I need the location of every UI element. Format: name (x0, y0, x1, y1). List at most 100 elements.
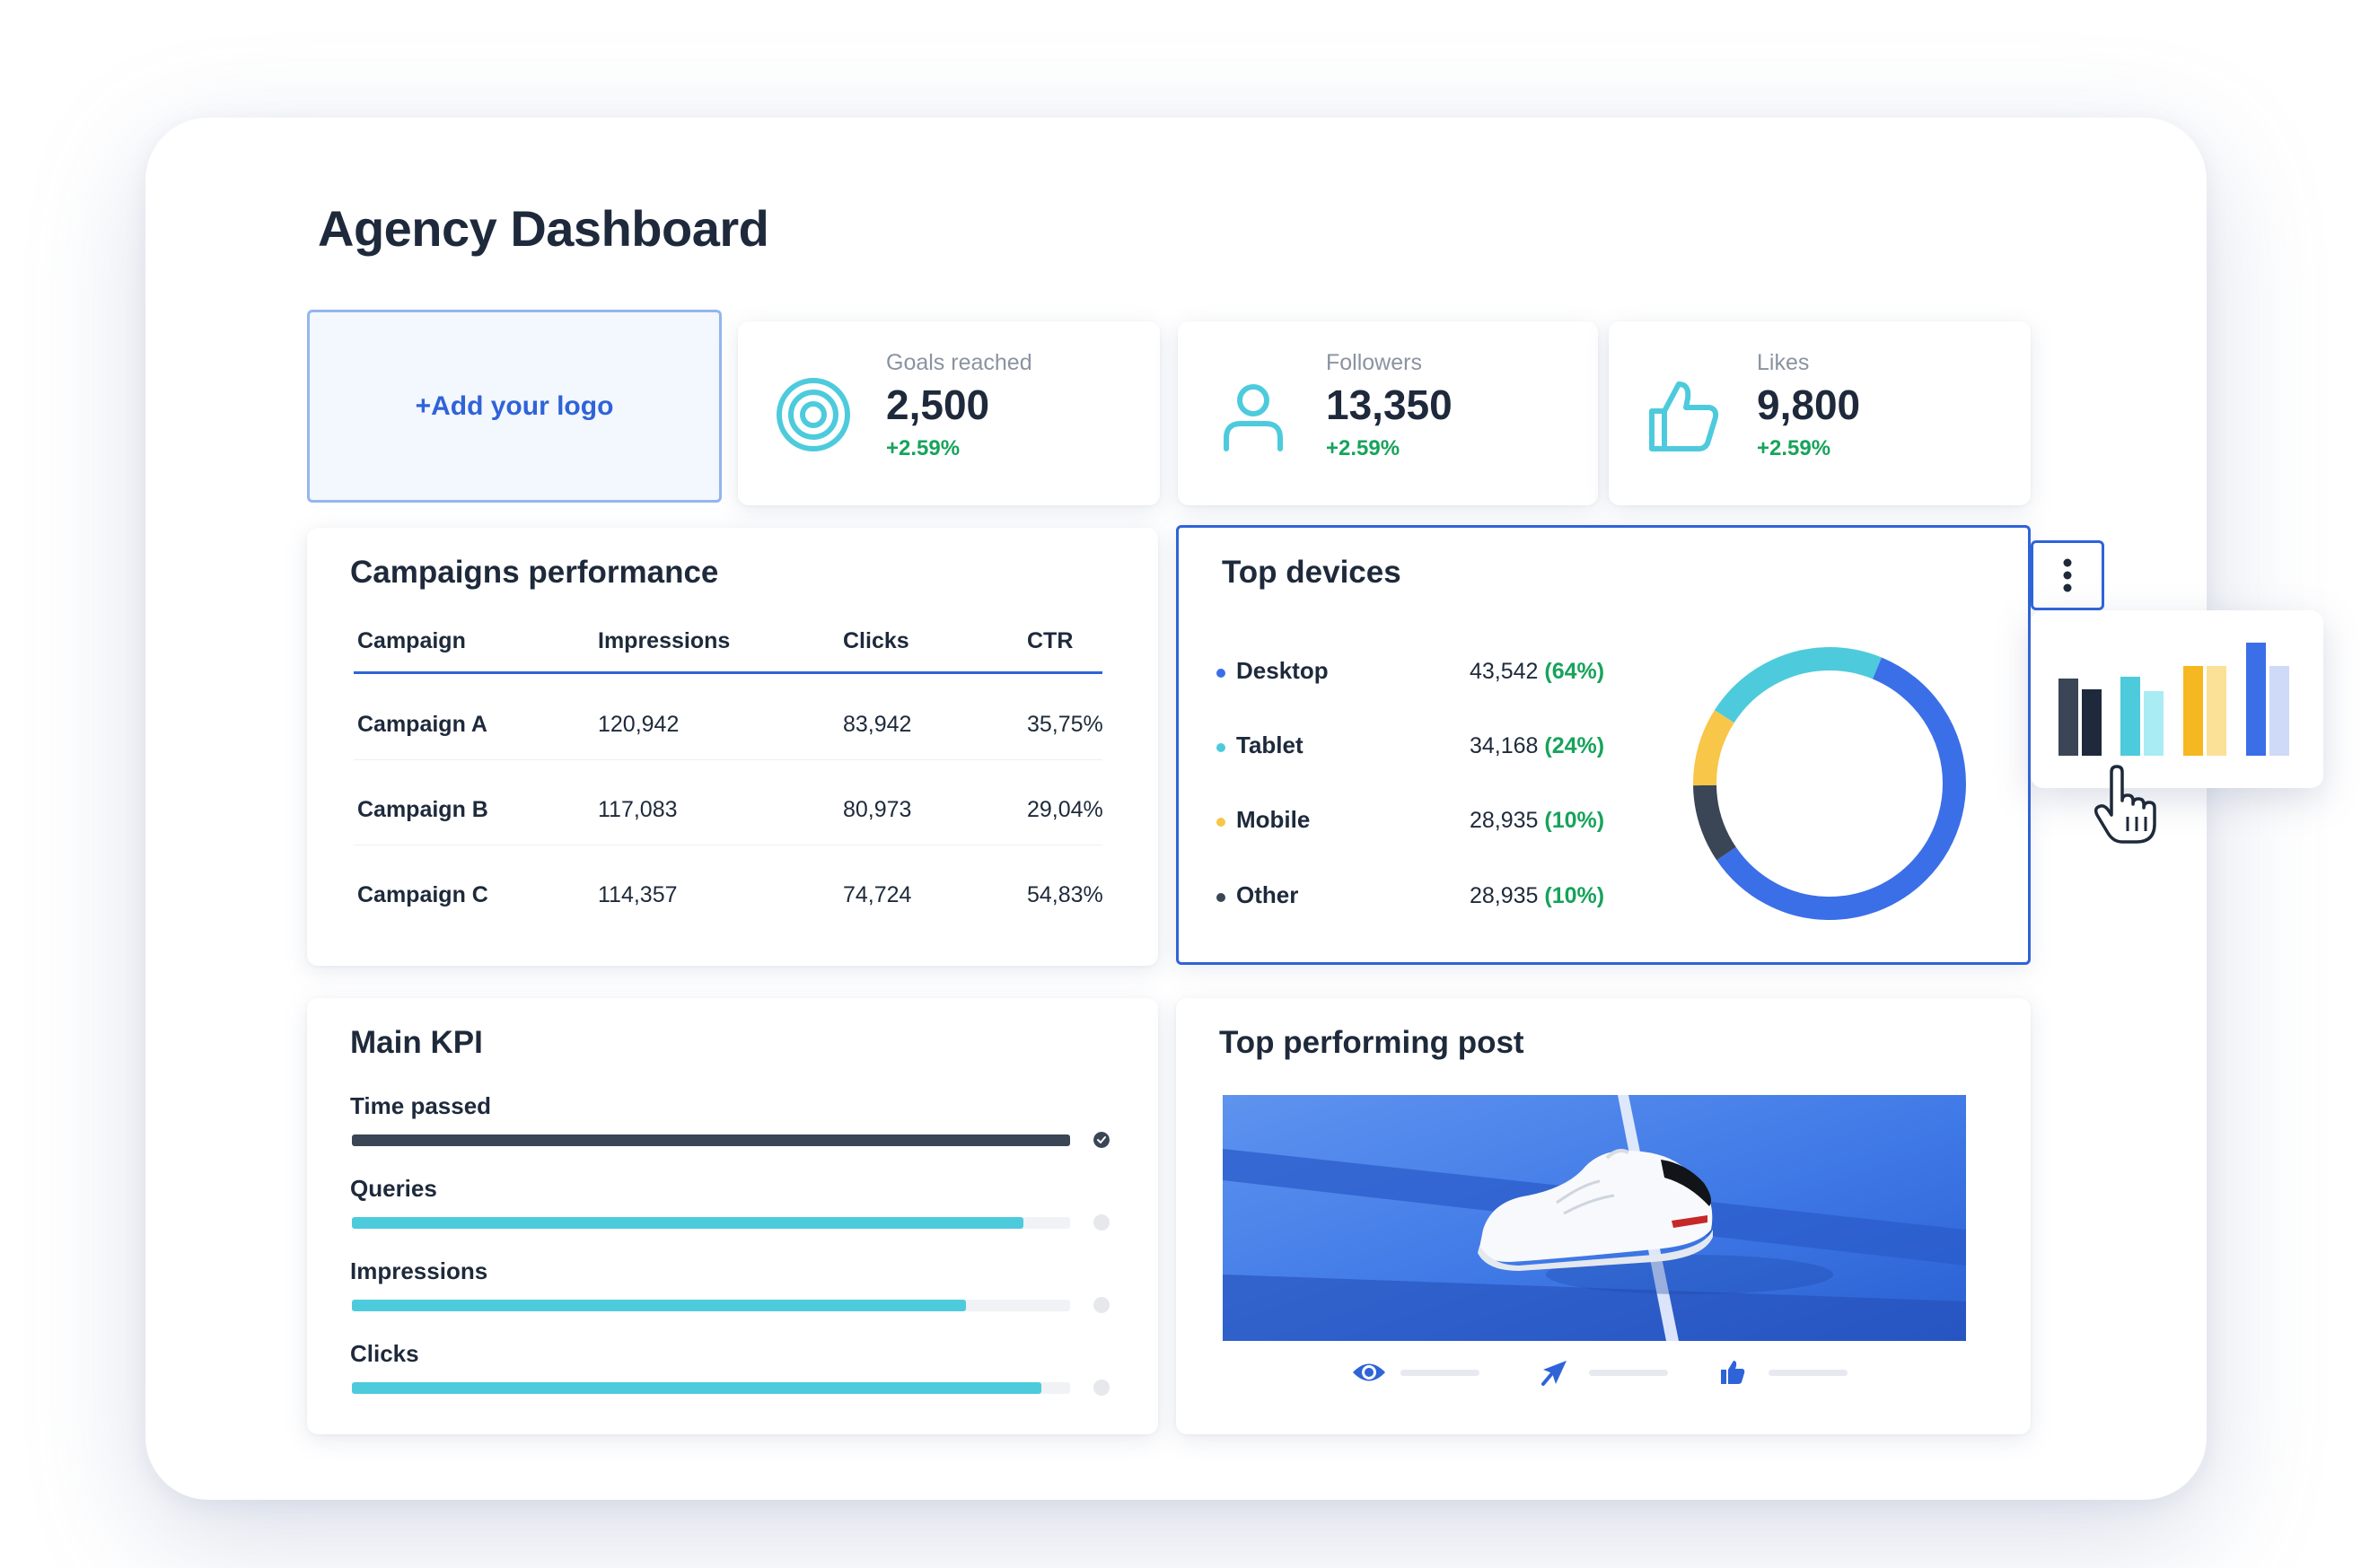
kpi-progress-clicks: Clicks (350, 1340, 1122, 1403)
views-stat (1351, 1357, 1479, 1388)
device-row-desktop: Desktop 43,542 (64%) (1216, 653, 1620, 689)
kpi-progress-queries: Queries (350, 1175, 1122, 1238)
chart-type-popout[interactable] (2031, 610, 2323, 788)
share-icon (1541, 1361, 1567, 1386)
post-stats (1351, 1357, 1890, 1388)
cell-impressions: 117,083 (598, 797, 678, 822)
main-kpi-title: Main KPI (350, 1025, 483, 1060)
column-header[interactable]: CTR (1027, 628, 1074, 653)
device-row-mobile: Mobile 28,935 (10%) (1216, 802, 1620, 838)
kpi-card-followers: Followers 13,350 +2.59% (1178, 321, 1598, 505)
kpi-progress-impressions: Impressions (350, 1257, 1122, 1320)
column-header[interactable]: Impressions (598, 628, 731, 653)
views-bar (1400, 1370, 1479, 1376)
kpi-value: 2,500 (886, 381, 990, 428)
legend-dot (1216, 669, 1225, 678)
column-header[interactable]: Campaign (357, 628, 466, 653)
add-logo-button[interactable]: +Add your logo (307, 310, 722, 503)
donut-slice-desktop[interactable] (1693, 647, 1966, 920)
kpi-label: Likes (1757, 350, 1810, 375)
kpi-value: 9,800 (1757, 381, 1861, 428)
cell-clicks: 74,724 (843, 882, 912, 907)
legend-dot (1216, 743, 1225, 752)
progress-label: Impressions (350, 1257, 488, 1284)
kpi-label: Goals reached (886, 350, 1032, 375)
bar-chart-icon (2058, 643, 2289, 756)
kpi-progress-time-passed: Time passed (350, 1092, 1122, 1155)
more-options-button[interactable] (2031, 540, 2104, 610)
devices-title: Top devices (1222, 555, 1401, 590)
table-row[interactable]: Campaign C 114,357 74,724 54,83% (354, 845, 1103, 930)
device-row-other: Other 28,935 (10%) (1216, 878, 1620, 914)
cell-impressions: 120,942 (598, 712, 680, 737)
thumbs-up-icon (1649, 381, 1719, 451)
pending-dot (1093, 1297, 1110, 1313)
cell-campaign: Campaign C (357, 882, 488, 907)
donut-slice-mobile[interactable] (1693, 647, 1966, 920)
donut-slice-tablet[interactable] (1693, 647, 1966, 920)
pending-dot (1093, 1380, 1110, 1396)
progress-track (352, 1300, 1070, 1311)
kpi-change: +2.59% (1326, 436, 1400, 460)
legend-dot (1216, 818, 1225, 827)
progress-label: Queries (350, 1175, 437, 1202)
device-name: Tablet (1236, 731, 1304, 758)
devices-donut-chart[interactable] (1681, 635, 1978, 932)
post-image[interactable] (1223, 1095, 1966, 1341)
device-row-tablet: Tablet 34,168 (24%) (1216, 728, 1620, 764)
device-value: 43,542 (64%) (1470, 659, 1605, 684)
device-value: 34,168 (24%) (1470, 733, 1605, 758)
column-header[interactable]: Clicks (843, 628, 909, 653)
table-header-divider (354, 671, 1102, 674)
shares-bar (1589, 1370, 1668, 1376)
kpi-change: +2.59% (886, 436, 961, 460)
kpi-change: +2.59% (1757, 436, 1831, 460)
cell-campaign: Campaign A (357, 712, 487, 737)
progress-track (352, 1217, 1070, 1229)
cell-clicks: 80,973 (843, 797, 912, 822)
cell-campaign: Campaign B (357, 797, 488, 822)
cell-ctr: 35,75% (1027, 712, 1103, 737)
cell-clicks: 83,942 (843, 712, 912, 737)
cell-impressions: 114,357 (598, 882, 678, 907)
device-value: 28,935 (10%) (1470, 808, 1605, 833)
top-post-title: Top performing post (1219, 1025, 1524, 1060)
table-row[interactable]: Campaign A 120,942 83,942 35,75% (354, 674, 1103, 760)
campaigns-title: Campaigns performance (350, 555, 719, 590)
table-row[interactable]: Campaign B 117,083 80,973 29,04% (354, 759, 1103, 845)
cell-ctr: 54,83% (1027, 882, 1103, 907)
user-icon (1224, 384, 1283, 451)
main-kpi-card: Main KPI Time passed Queries Impressions… (307, 998, 1158, 1434)
top-devices-card[interactable]: Top devices Desktop 43,542 (64%) Tablet … (1176, 525, 2031, 965)
progress-label: Time passed (350, 1092, 492, 1119)
target-icon (777, 378, 850, 451)
shares-stat (1540, 1357, 1668, 1388)
device-name: Desktop (1236, 657, 1329, 684)
progress-fill (352, 1300, 966, 1311)
campaigns-card: Campaigns performance Campaign Impressio… (307, 528, 1158, 966)
device-name: Mobile (1236, 806, 1311, 833)
likes-stat (1719, 1357, 1848, 1388)
progress-label: Clicks (350, 1340, 419, 1367)
progress-fill (352, 1134, 1070, 1146)
progress-fill (352, 1217, 1023, 1229)
device-name: Other (1236, 881, 1299, 908)
sneaker-photo (1223, 1095, 1966, 1341)
hand-cursor-icon (2094, 765, 2156, 844)
top-post-card: Top performing post (1176, 998, 2031, 1434)
pending-dot (1093, 1214, 1110, 1231)
progress-track (352, 1382, 1070, 1394)
cell-ctr: 29,04% (1027, 797, 1103, 822)
kpi-card-likes: Likes 9,800 +2.59% (1609, 321, 2031, 505)
add-logo-label: +Add your logo (415, 390, 614, 421)
eye-icon (1353, 1363, 1385, 1381)
device-value: 28,935 (10%) (1470, 883, 1605, 908)
kpi-label: Followers (1326, 350, 1422, 375)
more-vertical-icon (2063, 558, 2072, 592)
progress-fill (352, 1382, 1041, 1394)
thumbs-up-icon (1721, 1361, 1745, 1384)
progress-track (352, 1134, 1070, 1146)
kpi-card-goals: Goals reached 2,500 +2.59% (738, 321, 1160, 505)
legend-dot (1216, 893, 1225, 902)
page-title: Agency Dashboard (318, 200, 769, 257)
